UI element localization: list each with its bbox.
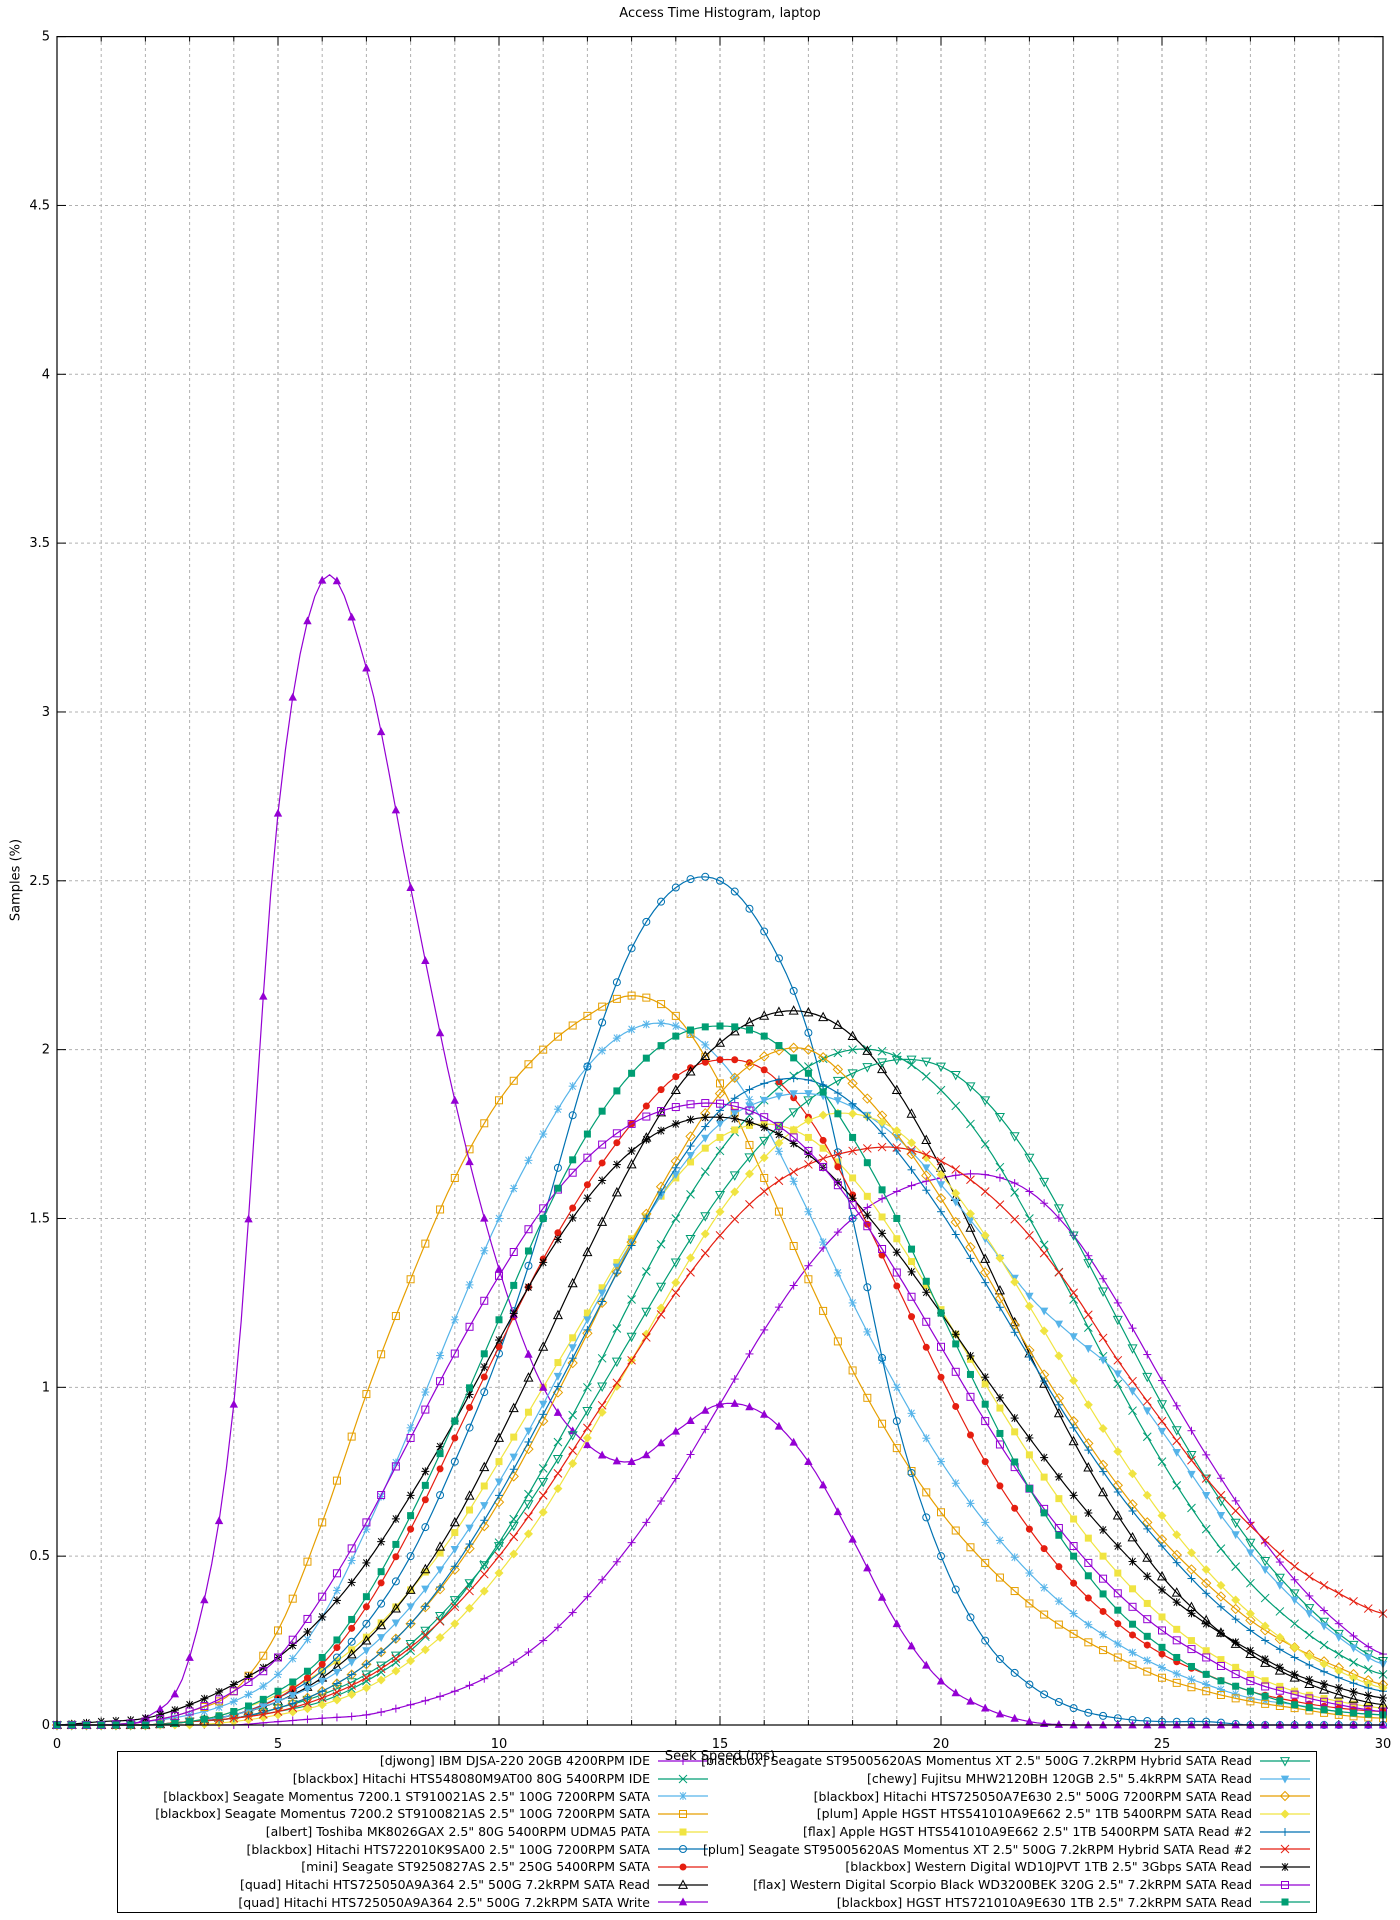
legend-entry-swatch bbox=[658, 1879, 708, 1889]
y-tick-label: 1 bbox=[42, 1380, 50, 1395]
legend-entry: [chewy] Fujitsu MHW2120BH 120GB 2.5" 5.4… bbox=[710, 1770, 1312, 1788]
legend-entry-label: [plum] Seagate ST95005620AS Momentus XT … bbox=[702, 1841, 1252, 1857]
y-axis-label: Samples (%) bbox=[8, 838, 24, 922]
legend-entry: [flax] Western Digital Scorpio Black WD3… bbox=[710, 1876, 1312, 1894]
legend-entry-label: [djwong] IBM DJSA-220 20GB 4200RPM IDE bbox=[379, 1753, 650, 1769]
legend-entry-label: [blackbox] HGST HTS721010A9E630 1TB 2.5"… bbox=[836, 1894, 1252, 1910]
legend-entry: [blackbox] Seagate ST95005620AS Momentus… bbox=[701, 1752, 1312, 1770]
legend-entry: [blackbox] HGST HTS721010A9E630 1TB 2.5"… bbox=[710, 1894, 1312, 1912]
x-tick-label: 10 bbox=[491, 1737, 508, 1752]
legend-entry-label: [blackbox] Hitachi HTS722010K9SA00 2.5" … bbox=[246, 1841, 651, 1857]
y-tick-label: 1.5 bbox=[29, 1211, 50, 1226]
legend-column-left: [djwong] IBM DJSA-220 20GB 4200RPM IDE [b… bbox=[118, 1752, 710, 1911]
legend-entry-swatch bbox=[658, 1845, 708, 1854]
legend-entry-label: [blackbox] Seagate Momentus 7200.2 ST910… bbox=[155, 1806, 650, 1822]
legend-entry-swatch bbox=[658, 1828, 708, 1836]
legend-entry-swatch bbox=[658, 1792, 708, 1801]
legend-entry-swatch bbox=[1260, 1791, 1310, 1802]
legend-entry-label: [quad] Hitachi HTS725050A9A364 2.5" 500G… bbox=[240, 1877, 650, 1893]
y-tick-label: 3.5 bbox=[29, 536, 50, 551]
series-3 bbox=[53, 991, 1387, 1729]
legend-entry: [blackbox] Western Digital WD10JPVT 1TB … bbox=[710, 1858, 1312, 1876]
legend-entry: [plum] Seagate ST95005620AS Momentus XT … bbox=[703, 1840, 1312, 1858]
legend-entry-label: [mini] Seagate ST9250827AS 2.5" 250G 540… bbox=[301, 1859, 650, 1875]
x-tick-label: 30 bbox=[1375, 1737, 1392, 1752]
legend-entry-label: [blackbox] Western Digital WD10JPVT 1TB … bbox=[845, 1859, 1252, 1875]
legend-entry-label: [blackbox] Seagate Momentus 7200.1 ST910… bbox=[163, 1788, 650, 1804]
legend-column-right: [blackbox] Seagate ST95005620AS Momentus… bbox=[701, 1752, 1312, 1912]
x-tick-label: 5 bbox=[274, 1737, 282, 1752]
legend-entry-swatch bbox=[658, 1774, 708, 1783]
legend-entry-swatch bbox=[1260, 1809, 1310, 1819]
legend-entry: [blackbox] Hitachi HTS722010K9SA00 2.5" … bbox=[118, 1840, 710, 1858]
y-tick-label: 3 bbox=[42, 705, 50, 720]
legend-entry-swatch bbox=[1260, 1898, 1310, 1906]
series-16 bbox=[53, 1099, 1387, 1729]
legend-entry: [quad] Hitachi HTS725050A9A364 2.5" 500G… bbox=[118, 1894, 710, 1912]
legend-entry-label: [albert] Toshiba MK8026GAX 2.5" 80G 5400… bbox=[265, 1824, 650, 1840]
legend-entry-swatch bbox=[1260, 1827, 1310, 1836]
tick-labels: 0 5 10 15 20 25 30 0 0.5 1 1.5 2 2.5 3 3.5 4 4.5 5 bbox=[29, 30, 1391, 1752]
legend-entry-label: [plum] Apple HGST HTS541010A9E662 2.5" 1… bbox=[816, 1806, 1252, 1822]
legend-entry-label: [chewy] Fujitsu MHW2120BH 120GB 2.5" 5.4… bbox=[867, 1771, 1252, 1787]
legend-entry-swatch bbox=[658, 1897, 708, 1906]
series-line bbox=[57, 1102, 1384, 1726]
legend-entry-swatch bbox=[658, 1863, 708, 1871]
legend-entry: [quad] Hitachi HTS725050A9A364 2.5" 500G… bbox=[118, 1876, 710, 1894]
legend-entry: [blackbox] Hitachi HTS725050A7E630 2.5" … bbox=[710, 1787, 1312, 1805]
legend-entry-swatch bbox=[1260, 1880, 1310, 1889]
legend-entry-swatch bbox=[1260, 1775, 1310, 1784]
y-tick-label: 2 bbox=[42, 1043, 50, 1058]
legend-entry-label: [blackbox] Hitachi HTS725050A7E630 2.5" … bbox=[813, 1788, 1252, 1804]
legend-entry: [blackbox] Hitachi HTS548080M9AT00 80G 5… bbox=[118, 1770, 710, 1788]
series-5 bbox=[53, 872, 1387, 1729]
legend-entry-swatch bbox=[1260, 1862, 1310, 1871]
series-line bbox=[57, 574, 1383, 1726]
x-tick-label: 0 bbox=[53, 1737, 61, 1752]
x-tick-label: 20 bbox=[933, 1737, 950, 1752]
chart-title: Access Time Histogram, laptop bbox=[619, 6, 821, 21]
series-line bbox=[57, 994, 1384, 1726]
legend-entry-label: [blackbox] Hitachi HTS548080M9AT00 80G 5… bbox=[292, 1771, 650, 1787]
y-tick-label: 4.5 bbox=[29, 198, 50, 213]
plot-border bbox=[56, 35, 1384, 1726]
y-tick-label: 4 bbox=[42, 367, 50, 382]
legend-entry: [blackbox] Seagate Momentus 7200.2 ST910… bbox=[118, 1805, 710, 1823]
y-tick-label: 2.5 bbox=[29, 874, 50, 889]
legend-entry-label: [quad] Hitachi HTS725050A9A364 2.5" 500G… bbox=[238, 1894, 650, 1910]
x-tick-label: 15 bbox=[712, 1737, 729, 1752]
legend-entry: [flax] Apple HGST HTS541010A9E662 2.5" 1… bbox=[710, 1823, 1312, 1841]
x-tick-label: 25 bbox=[1154, 1737, 1171, 1752]
legend-entry: [blackbox] Seagate Momentus 7200.1 ST910… bbox=[118, 1787, 710, 1805]
y-tick-label: 0.5 bbox=[29, 1549, 50, 1564]
legend-entry-swatch bbox=[1260, 1756, 1310, 1767]
legend-entry: [djwong] IBM DJSA-220 20GB 4200RPM IDE bbox=[118, 1752, 710, 1770]
legend-box: [djwong] IBM DJSA-220 20GB 4200RPM IDE [b… bbox=[117, 1751, 1317, 1913]
y-tick-label: 5 bbox=[42, 30, 50, 45]
legend-entry: [plum] Apple HGST HTS541010A9E662 2.5" 1… bbox=[710, 1805, 1312, 1823]
legend-entry-label: [flax] Western Digital Scorpio Black WD3… bbox=[753, 1877, 1252, 1893]
legend-entry: [albert] Toshiba MK8026GAX 2.5" 80G 5400… bbox=[118, 1823, 710, 1841]
legend-entry-label: [blackbox] Seagate ST95005620AS Momentus… bbox=[701, 1753, 1252, 1769]
legend-entry: [mini] Seagate ST9250827AS 2.5" 250G 540… bbox=[118, 1858, 710, 1876]
legend-entry-label: [flax] Apple HGST HTS541010A9E662 2.5" 1… bbox=[802, 1824, 1252, 1840]
y-tick-label: 0 bbox=[42, 1718, 50, 1733]
series-14 bbox=[52, 1142, 1388, 1730]
legend-entry-swatch bbox=[658, 1809, 708, 1818]
legend-entry-swatch bbox=[1260, 1844, 1310, 1854]
legend-entry-swatch bbox=[658, 1756, 708, 1765]
